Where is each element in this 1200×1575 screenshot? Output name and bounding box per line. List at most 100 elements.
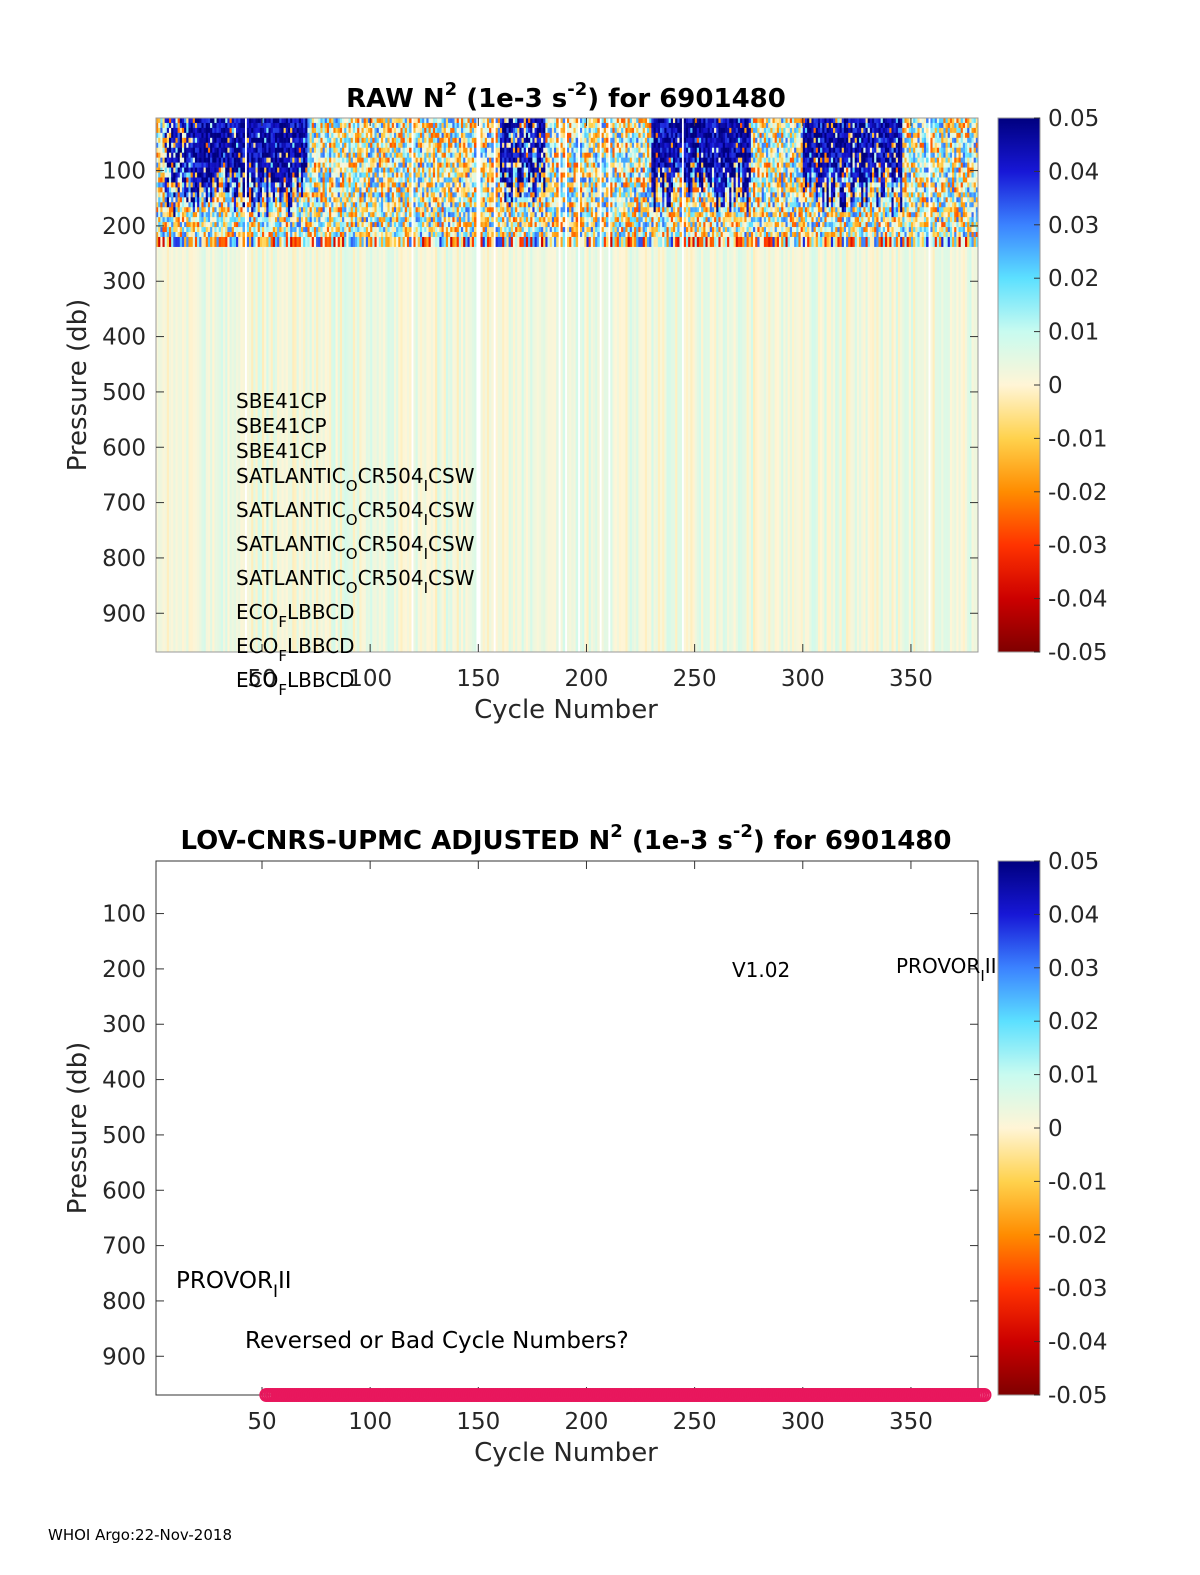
heatmap-cell <box>283 246 287 652</box>
heatmap-cell <box>376 212 380 218</box>
heatmap-cell <box>404 187 408 193</box>
heatmap-cell <box>348 236 351 247</box>
heatmap-cell <box>428 192 432 198</box>
heatmap-cell <box>259 192 263 198</box>
heatmap-cell <box>465 167 468 173</box>
heatmap-cell <box>499 187 503 193</box>
heatmap-cell <box>406 192 410 198</box>
heatmap-cell <box>543 222 546 228</box>
heatmap-cell <box>491 172 494 178</box>
heatmap-cell <box>575 172 579 178</box>
heatmap-cell <box>432 227 436 233</box>
heatmap-cell <box>279 157 282 163</box>
heatmap-cell <box>179 167 183 173</box>
heatmap-cell <box>521 157 525 163</box>
heatmap-cell <box>582 182 585 188</box>
heatmap-cell <box>287 187 291 193</box>
heatmap-cell <box>322 222 326 228</box>
heatmap-cell <box>508 217 512 223</box>
heatmap-cell <box>342 142 345 149</box>
heatmap-cell <box>573 246 576 652</box>
heatmap-cell <box>361 162 364 168</box>
heatmap-cell <box>311 137 315 144</box>
heatmap-cell <box>311 172 315 178</box>
heatmap-cell <box>281 192 284 198</box>
heatmap-cell <box>333 137 336 144</box>
heatmap-cell <box>251 162 254 168</box>
heatmap-cell <box>508 236 512 247</box>
heatmap-cell <box>175 227 178 233</box>
heatmap-cell <box>158 217 161 223</box>
heatmap-cell <box>329 177 332 183</box>
heatmap-cell <box>344 162 347 168</box>
heatmap-cell <box>320 122 323 129</box>
heatmap-cell <box>380 197 384 203</box>
heatmap-cell <box>238 172 241 178</box>
heatmap-cell <box>380 137 384 144</box>
heatmap-cell <box>309 197 313 203</box>
heatmap-cell <box>287 232 291 238</box>
heatmap-cell <box>207 172 211 178</box>
heatmap-cell <box>567 137 570 144</box>
heatmap-cell <box>359 236 362 247</box>
heatmap-cell <box>181 162 185 168</box>
heatmap-cell <box>370 192 373 198</box>
heatmap-cell <box>199 246 202 652</box>
heatmap-cell <box>346 162 349 168</box>
heatmap-cell <box>452 212 455 218</box>
heatmap-cell <box>292 222 295 228</box>
heatmap-cell <box>406 212 410 218</box>
heatmap-cell <box>471 118 475 124</box>
heatmap-cell <box>471 227 475 233</box>
heatmap-cell <box>515 157 518 163</box>
heatmap-cell <box>554 122 557 129</box>
heatmap-cell <box>393 246 397 652</box>
heatmap-cell <box>372 132 375 139</box>
heatmap-cell <box>525 207 529 213</box>
heatmap-cell <box>344 232 347 238</box>
heatmap-cell <box>415 246 419 652</box>
heatmap-cell <box>190 127 194 134</box>
heatmap-cell <box>214 167 217 173</box>
heatmap-cell <box>352 122 356 129</box>
heatmap-cell <box>482 217 486 223</box>
heatmap-cell <box>372 187 375 193</box>
heatmap-cell <box>352 127 356 134</box>
heatmap-cell <box>158 207 161 213</box>
heatmap-cell <box>253 122 256 129</box>
heatmap-cell <box>445 147 449 154</box>
heatmap-cell <box>506 157 509 163</box>
heatmap-cell <box>549 192 553 198</box>
heatmap-cell <box>277 207 280 213</box>
heatmap-cell <box>554 182 557 188</box>
heatmap-cell <box>545 212 548 218</box>
heatmap-cell <box>461 172 464 178</box>
heatmap-cell <box>162 202 165 208</box>
heatmap-cell <box>461 122 464 129</box>
heatmap-cell <box>372 207 375 213</box>
heatmap-cell <box>320 162 323 168</box>
heatmap-cell <box>556 232 559 238</box>
heatmap-cell <box>515 222 518 228</box>
heatmap-cell <box>355 212 358 218</box>
heatmap-cell <box>207 157 211 163</box>
heatmap-cell <box>383 217 386 223</box>
heatmap-cell <box>223 182 226 188</box>
heatmap-cell <box>303 222 306 228</box>
heatmap-cell <box>525 222 529 228</box>
heatmap-cell <box>329 207 332 213</box>
heatmap-cell <box>281 207 284 213</box>
heatmap-cell <box>231 172 235 178</box>
heatmap-cell <box>352 132 356 139</box>
heatmap-cell <box>255 127 258 134</box>
heatmap-cell <box>473 162 477 168</box>
heatmap-cell <box>432 246 436 652</box>
heatmap-cell <box>324 217 328 223</box>
heatmap-cell <box>376 177 380 183</box>
heatmap-cell <box>402 202 406 208</box>
heatmap-cell <box>387 236 390 247</box>
heatmap-cell <box>361 172 364 178</box>
heatmap-cell <box>370 177 373 183</box>
heatmap-cell <box>253 187 256 193</box>
heatmap-cell <box>554 187 557 193</box>
